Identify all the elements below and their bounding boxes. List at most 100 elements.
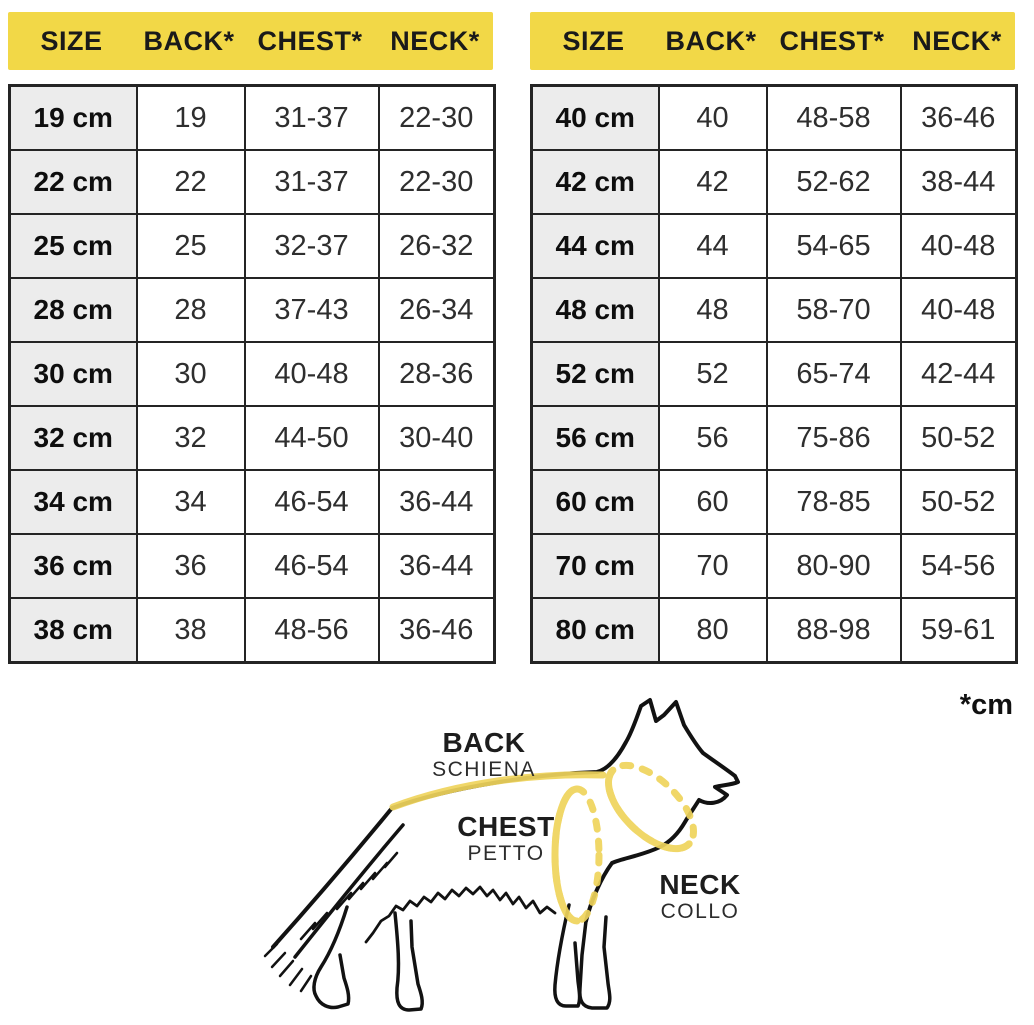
measure-cell: 48-58 xyxy=(765,84,902,151)
measure-cell: 88-98 xyxy=(765,597,902,664)
measure-cell: 46-54 xyxy=(243,469,380,535)
size-cell: 22 cm xyxy=(8,149,138,215)
size-table-small: 19 cm 19 31-37 22-30 22 cm 22 31-37 22-30 25 cm 2… xyxy=(8,84,496,664)
back-label-group: BACK SCHIENA xyxy=(428,728,540,781)
measure-cell: 19 xyxy=(135,84,246,151)
measure-cell: 48 xyxy=(657,277,768,343)
size-cell: 34 cm xyxy=(8,469,138,535)
measure-cell: 26-32 xyxy=(377,213,496,279)
table-row: 36 cm 36 46-54 36-44 xyxy=(8,533,496,599)
table-header-bar-right: SIZE BACK* CHEST* NECK* xyxy=(530,12,1015,70)
table-row: 80 cm 80 88-98 59-61 xyxy=(530,597,1018,664)
measure-cell: 54-56 xyxy=(899,533,1018,599)
measure-cell: 26-34 xyxy=(377,277,496,343)
dog-illustration xyxy=(263,698,740,1012)
table-row: 52 cm 52 65-74 42-44 xyxy=(530,341,1018,407)
measure-cell: 42 xyxy=(657,149,768,215)
size-cell: 42 cm xyxy=(530,149,660,215)
column-header-back: BACK* xyxy=(665,25,757,56)
back-measure-line xyxy=(389,771,607,811)
chest-label: CHEST xyxy=(457,811,555,842)
size-cell: 70 cm xyxy=(530,533,660,599)
measure-cell: 70 xyxy=(657,533,768,599)
measure-cell: 40 xyxy=(657,84,768,151)
chest-measure-ellipse xyxy=(551,785,603,925)
size-cell: 30 cm xyxy=(8,341,138,407)
table-row: 48 cm 48 58-70 40-48 xyxy=(530,277,1018,343)
table-row: 25 cm 25 32-37 26-32 xyxy=(8,213,496,279)
measure-cell: 80 xyxy=(657,597,768,664)
size-cell: 60 cm xyxy=(530,469,660,535)
measure-cell: 42-44 xyxy=(899,341,1018,407)
table-row: 19 cm 19 31-37 22-30 xyxy=(8,84,496,151)
measure-cell: 38-44 xyxy=(899,149,1018,215)
size-table-group-small: SIZE BACK* CHEST* NECK* 19 cm 19 31-37 22-3… xyxy=(8,12,496,664)
size-cell: 80 cm xyxy=(530,597,660,664)
size-table-group-large: SIZE BACK* CHEST* NECK* 40 cm 40 48-58 36-4… xyxy=(530,12,1018,664)
size-cell: 32 cm xyxy=(8,405,138,471)
table-row: 28 cm 28 37-43 26-34 xyxy=(8,277,496,343)
column-header-chest: CHEST* xyxy=(779,25,885,56)
measure-cell: 38 xyxy=(135,597,246,664)
size-cell: 36 cm xyxy=(8,533,138,599)
table-row: 38 cm 38 48-56 36-46 xyxy=(8,597,496,664)
measure-cell: 32 xyxy=(135,405,246,471)
table-row: 40 cm 40 48-58 36-46 xyxy=(530,84,1018,151)
neck-measure-ellipse xyxy=(605,761,697,853)
measure-cell: 36-44 xyxy=(377,533,496,599)
measure-cell: 36-46 xyxy=(377,597,496,664)
measurement-marks xyxy=(389,761,697,925)
measure-cell: 36 xyxy=(135,533,246,599)
measure-cell: 40-48 xyxy=(899,277,1018,343)
chest-sublabel: PETTO xyxy=(467,842,545,866)
size-cell: 56 cm xyxy=(530,405,660,471)
measure-cell: 37-43 xyxy=(243,277,380,343)
measure-cell: 48-56 xyxy=(243,597,380,664)
measure-cell: 34 xyxy=(135,469,246,535)
measure-cell: 36-44 xyxy=(377,469,496,535)
size-cell: 25 cm xyxy=(8,213,138,279)
measure-cell: 22-30 xyxy=(377,149,496,215)
measure-cell: 44-50 xyxy=(243,405,380,471)
size-cell: 40 cm xyxy=(530,84,660,151)
measure-cell: 22-30 xyxy=(377,84,496,151)
measure-cell: 32-37 xyxy=(243,213,380,279)
unit-note: *cm xyxy=(959,689,1013,721)
table-row: 30 cm 30 40-48 28-36 xyxy=(8,341,496,407)
measure-cell: 46-54 xyxy=(243,533,380,599)
neck-label: NECK xyxy=(659,869,741,900)
measure-cell: 65-74 xyxy=(765,341,902,407)
size-table-large: 40 cm 40 48-58 36-46 42 cm 42 52-62 38-44 44 cm 4… xyxy=(530,84,1018,664)
measure-cell: 78-85 xyxy=(765,469,902,535)
measure-cell: 28-36 xyxy=(377,341,496,407)
measure-cell: 59-61 xyxy=(899,597,1018,664)
measure-cell: 58-70 xyxy=(765,277,902,343)
table-row: 70 cm 70 80-90 54-56 xyxy=(530,533,1018,599)
column-header-back: BACK* xyxy=(143,25,235,56)
back-label: BACK xyxy=(442,727,526,758)
measure-cell: 40-48 xyxy=(899,213,1018,279)
measure-cell: 80-90 xyxy=(765,533,902,599)
column-header-chest: CHEST* xyxy=(257,25,363,56)
table-header-bar-left: SIZE BACK* CHEST* NECK* xyxy=(8,12,493,70)
measure-cell: 75-86 xyxy=(765,405,902,471)
size-cell: 19 cm xyxy=(8,84,138,151)
measure-cell: 30 xyxy=(135,341,246,407)
measure-cell: 25 xyxy=(135,213,246,279)
measure-cell: 30-40 xyxy=(377,405,496,471)
measure-cell: 50-52 xyxy=(899,469,1018,535)
table-row: 44 cm 44 54-65 40-48 xyxy=(530,213,1018,279)
measure-cell: 40-48 xyxy=(243,341,380,407)
neck-label-group: NECK COLLO xyxy=(648,870,752,923)
back-sublabel: SCHIENA xyxy=(432,758,536,782)
column-header-neck: NECK* xyxy=(390,25,480,56)
measure-cell: 31-37 xyxy=(243,149,380,215)
neck-sublabel: COLLO xyxy=(660,900,740,924)
table-row: 32 cm 32 44-50 30-40 xyxy=(8,405,496,471)
table-row: 42 cm 42 52-62 38-44 xyxy=(530,149,1018,215)
measure-cell: 36-46 xyxy=(899,84,1018,151)
measure-cell: 52 xyxy=(657,341,768,407)
size-cell: 28 cm xyxy=(8,277,138,343)
table-row: 22 cm 22 31-37 22-30 xyxy=(8,149,496,215)
